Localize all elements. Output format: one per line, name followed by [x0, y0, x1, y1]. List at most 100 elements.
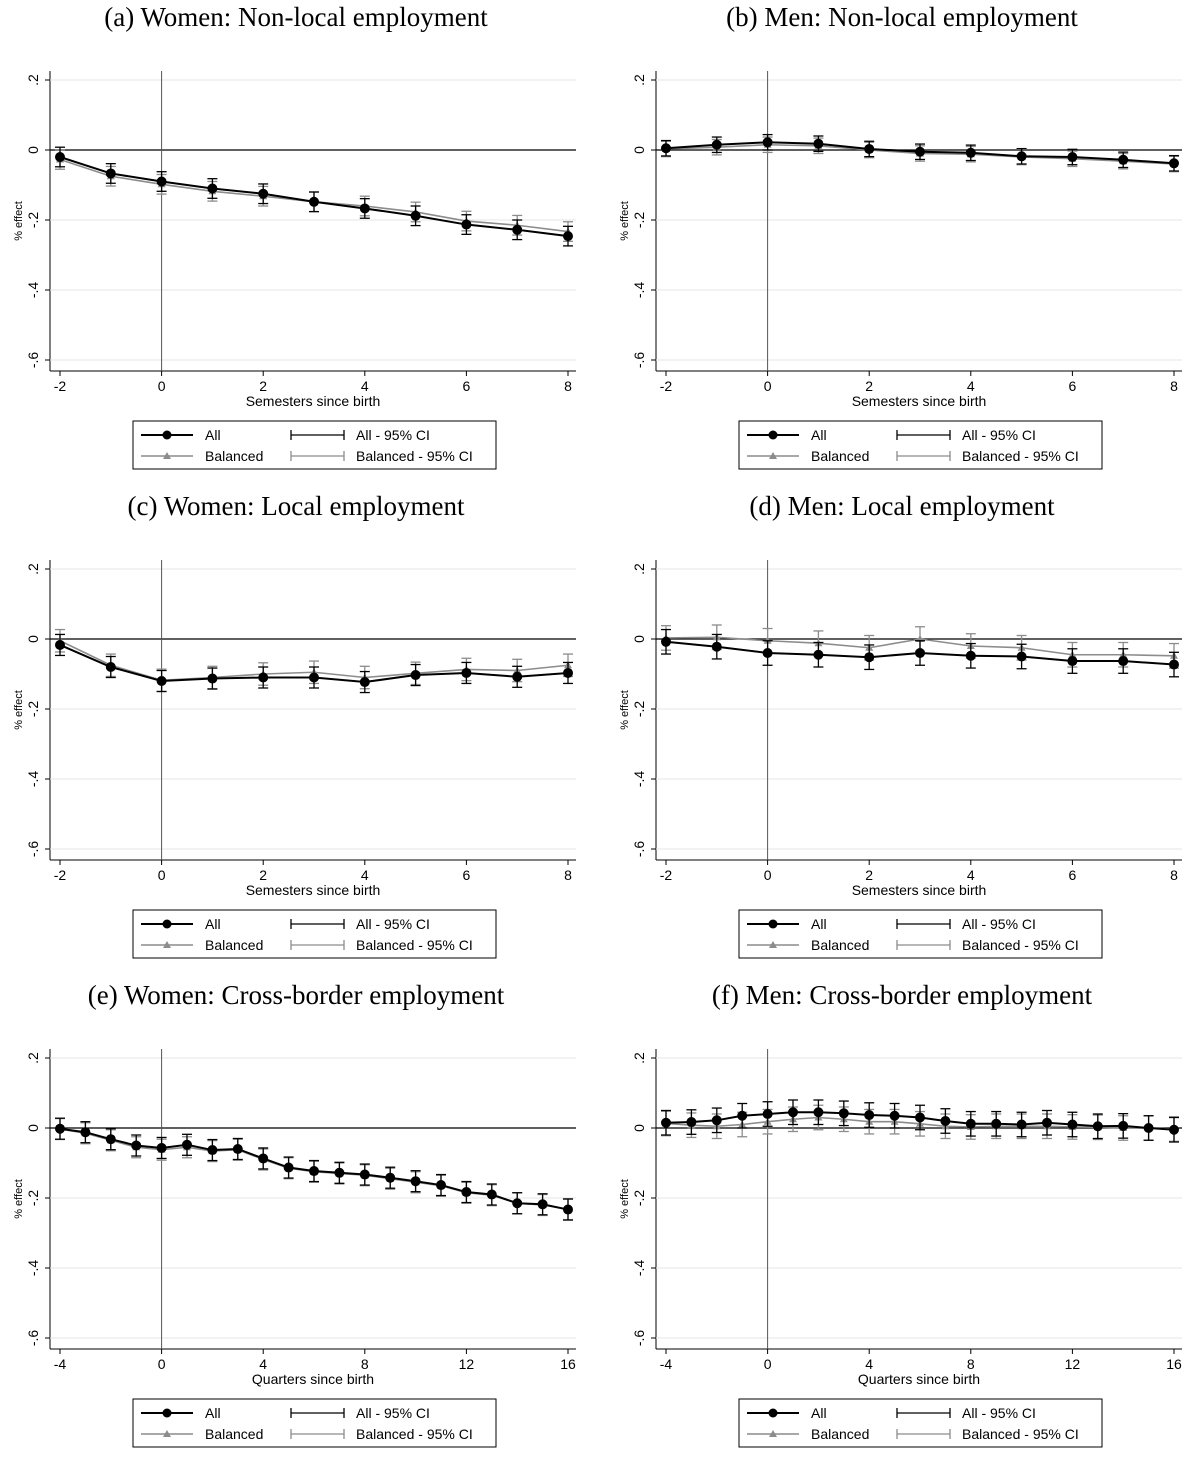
data-point — [1016, 651, 1027, 662]
data-point — [359, 203, 370, 214]
data-point — [80, 1127, 91, 1138]
panel-title: (c) Women: Local employment — [127, 491, 465, 521]
y-tick-label: 0 — [631, 1124, 647, 1132]
data-point — [737, 1110, 748, 1121]
data-point — [131, 1140, 142, 1151]
y-tick-label: .2 — [631, 563, 647, 575]
data-point — [711, 641, 722, 652]
y-tick-label: -.2 — [631, 1190, 647, 1207]
data-point — [258, 188, 269, 199]
legend-box — [132, 420, 497, 470]
data-point — [207, 1145, 218, 1156]
y-tick-label: -.6 — [631, 352, 647, 369]
y-tick-label: .2 — [25, 1052, 41, 1064]
data-point — [207, 183, 218, 194]
y-tick-label: -.4 — [25, 1260, 41, 1277]
x-tick-label: 8 — [564, 378, 572, 394]
y-tick-label: -.6 — [25, 352, 41, 369]
legend-marker-all — [768, 430, 778, 440]
chart-panel: (f) Men: Cross-border employment .2 0 -.2 -.… — [606, 978, 1184, 1467]
x-tick-label: 0 — [764, 378, 772, 394]
y-tick-label: .2 — [631, 74, 647, 86]
series-all — [661, 1099, 1179, 1143]
legend: All All - 95% CI Balanced Balanced - 95% CI — [738, 420, 1103, 470]
data-point — [1092, 1121, 1103, 1132]
y-tick-label: -.4 — [25, 771, 41, 788]
data-point — [55, 639, 65, 650]
legend-label-balanced: Balanced — [811, 448, 869, 464]
panel-title: (a) Women: Non-local employment — [104, 2, 488, 32]
data-point — [915, 648, 925, 658]
data-point — [182, 1139, 192, 1150]
data-point — [915, 1112, 925, 1123]
data-point — [813, 1107, 824, 1118]
x-tick-label: -4 — [660, 1356, 673, 1372]
x-axis-title: Semesters since birth — [852, 882, 987, 898]
data-point — [762, 137, 773, 148]
legend-label-all: All — [205, 1405, 221, 1421]
legend-label-all: All — [205, 427, 221, 443]
legend-label-balanced: Balanced — [205, 937, 263, 953]
data-point — [156, 1142, 167, 1153]
y-tick-label: .2 — [25, 563, 41, 575]
data-point — [1118, 154, 1129, 165]
chart-svg: .2 0 -.2 -.4 -.6 -4 0 4 8 12 16 Quarters since birt… — [13, 1049, 576, 1448]
legend-marker-balanced — [769, 452, 777, 459]
chart-svg: .2 0 -.2 -.4 -.6 -2 0 2 4 6 8 Semesters since birth… — [619, 71, 1182, 470]
y-tick-label: -.6 — [25, 841, 41, 858]
y-tick-label: -.2 — [25, 1190, 41, 1207]
data-point — [461, 667, 472, 678]
data-point — [105, 662, 116, 672]
data-point — [661, 143, 671, 154]
legend-box — [738, 909, 1103, 959]
series-all — [55, 146, 573, 247]
data-point — [711, 1115, 722, 1126]
legend-label-balanced-ci: Balanced - 95% CI — [356, 448, 473, 464]
legend-label-all-ci: All - 95% CI — [356, 1405, 430, 1421]
y-axis-title: % effect — [13, 201, 25, 241]
y-tick-label: 0 — [25, 635, 41, 643]
y-tick-label: -.4 — [25, 282, 41, 299]
data-point — [661, 636, 671, 647]
panel-title: (d) Men: Local employment — [749, 491, 1055, 521]
data-point — [55, 1123, 65, 1134]
x-tick-label: 2 — [865, 378, 873, 394]
x-tick-label: 4 — [361, 378, 369, 394]
x-tick-label: 4 — [967, 378, 975, 394]
chart-panel: (a) Women: Non-local employment .2 0 -.2 -.4… — [0, 0, 592, 489]
legend-marker-all — [768, 919, 778, 929]
data-point — [889, 1110, 900, 1121]
x-tick-label: -2 — [660, 378, 673, 394]
data-point — [461, 219, 472, 230]
series-all — [661, 133, 1179, 172]
x-tick-label: 2 — [259, 378, 267, 394]
x-tick-label: 0 — [764, 1356, 772, 1372]
data-point — [563, 667, 573, 678]
x-tick-label: 8 — [1170, 378, 1178, 394]
data-point — [563, 231, 573, 242]
chart-panel: (b) Men: Non-local employment .2 0 -.2 -.4 -.… — [606, 0, 1184, 489]
data-point — [788, 1107, 798, 1118]
data-point — [359, 1169, 370, 1180]
legend-marker-balanced — [769, 941, 777, 948]
data-point — [915, 146, 925, 157]
x-tick-label: 2 — [259, 867, 267, 883]
chart-panel: (d) Men: Local employment .2 0 -.2 -.4 -.6 -2 0… — [606, 489, 1184, 978]
data-point — [512, 1198, 523, 1209]
x-tick-label: 4 — [967, 867, 975, 883]
data-point — [686, 1117, 697, 1128]
legend: All All - 95% CI Balanced Balanced - 95% CI — [132, 909, 497, 959]
legend-label-all: All — [811, 427, 827, 443]
y-axis-title: % effect — [13, 690, 25, 730]
data-point — [563, 1204, 573, 1215]
x-tick-label: 16 — [560, 1356, 576, 1372]
y-tick-label: 0 — [25, 1124, 41, 1132]
chart-panel: (c) Women: Local employment .2 0 -.2 -.4 -.6-… — [0, 489, 592, 978]
data-point — [661, 1117, 671, 1128]
x-tick-label: -2 — [54, 378, 67, 394]
data-point — [486, 1189, 497, 1200]
data-point — [711, 139, 722, 150]
data-point — [1042, 1117, 1052, 1128]
data-point — [965, 1118, 976, 1129]
data-point — [359, 677, 370, 688]
